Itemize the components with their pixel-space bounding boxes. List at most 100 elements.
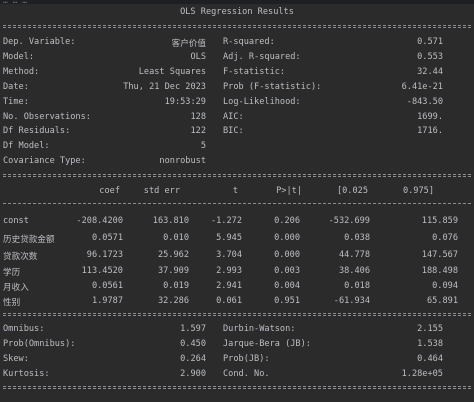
header-label: Dep. Variable:	[3, 37, 76, 47]
coef-variable: 月收入	[3, 283, 29, 293]
coef-value: 96.1723	[86, 250, 123, 260]
coef-value: 2.941	[216, 281, 242, 291]
diag-label: Skew:	[3, 354, 29, 364]
coef-value: -208.4200	[76, 216, 123, 226]
header-row: Dep. Variable: 客户价值 R-squared: 0.571	[0, 37, 474, 51]
diag-label: Omnibus:	[3, 324, 45, 334]
header-row: Date: Thu, 21 Dec 2023 Prob (F-statistic):…	[0, 82, 474, 96]
coef-value: 0.094	[432, 281, 458, 291]
coef-value: 0.061	[216, 296, 242, 306]
header-row: Model: OLS Adj. R-squared: 0.553	[0, 52, 474, 66]
coef-variable: const	[3, 216, 29, 226]
diag-stat-label: Prob(JB):	[223, 354, 270, 364]
coef-row: 学历 113.4520 37.909 2.993 0.003 38.406 188.498	[0, 266, 474, 280]
coef-value: 0.003	[274, 266, 300, 276]
stat-label: R-squared:	[223, 37, 275, 47]
stat-label: Prob (F-statistic):	[223, 82, 322, 92]
diag-stat-value: 1.28e+05	[401, 369, 443, 379]
diag-value: 1.597	[180, 324, 206, 334]
diag-label: Kurtosis:	[3, 369, 50, 379]
coef-variable: 贷款次数	[3, 252, 38, 262]
coef-value: 3.704	[216, 250, 242, 260]
header-row: Time: 19:53:29 Log-Likelihood: -843.50	[0, 97, 474, 111]
header-value: 19:53:29	[164, 97, 206, 107]
coef-value: 163.810	[152, 216, 189, 226]
header-label: Method:	[3, 67, 40, 77]
diag-value: 0.264	[180, 354, 206, 364]
coef-value: 0.004	[274, 281, 300, 291]
top-fragment: … … …	[3, 0, 28, 5]
header-row: Df Residuals: 122 BIC: 1716.	[0, 126, 474, 140]
header-label: Time:	[3, 97, 29, 107]
coef-header-row: coef std err t P>|t| [0.025 0.975]	[0, 186, 474, 200]
header-label: Date:	[3, 82, 29, 92]
diag-stat-value: 0.464	[417, 354, 443, 364]
header-row: Method: Least Squares F-statistic: 32.44	[0, 67, 474, 81]
coef-row: 贷款次数 96.1723 25.962 3.704 0.000 44.778 147.567	[0, 250, 474, 264]
coef-value: 5.945	[216, 233, 242, 243]
separator-double-top	[3, 25, 471, 28]
coef-column-header: [0.025	[336, 186, 368, 196]
stat-label: BIC:	[223, 126, 244, 136]
header-value: OLS	[190, 52, 206, 62]
coef-value: 25.962	[157, 250, 189, 260]
stat-label: Log-Likelihood:	[223, 97, 301, 107]
header-row: Df Model: 5	[0, 141, 474, 155]
header-row: Covariance Type: nonrobust	[0, 156, 474, 170]
coef-value: 0.018	[344, 281, 370, 291]
coef-value: 65.891	[426, 296, 458, 306]
stat-label: Adj. R-squared:	[223, 52, 301, 62]
stat-value: 32.44	[417, 67, 443, 77]
coef-row: const -208.4200 163.810 -1.272 0.206 -532.699…	[0, 216, 474, 230]
coef-value: -61.934	[333, 296, 370, 306]
coef-value: 0.000	[274, 250, 300, 260]
coef-column-header: P>|t|	[276, 186, 302, 196]
coef-value: 115.859	[421, 216, 458, 226]
coef-column-header: coef	[99, 186, 120, 196]
stat-value: 6.41e-21	[401, 82, 443, 92]
diag-label: Prob(Omnibus):	[3, 339, 76, 349]
stat-value: 1699.	[417, 112, 443, 122]
coef-value: 2.993	[216, 266, 242, 276]
coef-value: 0.951	[274, 296, 300, 306]
coef-value: 0.010	[163, 233, 189, 243]
stat-value: 0.553	[417, 52, 443, 62]
diag-stat-label: Durbin-Watson:	[223, 324, 296, 334]
coef-value: 0.076	[432, 233, 458, 243]
separator-double-mid	[3, 174, 471, 177]
header-row: No. Observations: 128 AIC: 1699.	[0, 112, 474, 126]
top-strip	[0, 0, 474, 4]
coef-value: 113.4520	[81, 266, 123, 276]
header-value: 5	[200, 141, 206, 151]
header-label: No. Observations:	[3, 112, 91, 122]
coef-value: 37.909	[157, 266, 189, 276]
coef-variable: 历史贷款金额	[3, 235, 55, 245]
regression-title: OLS Regression Results	[180, 7, 294, 17]
coef-column-header: 0.975]	[402, 186, 434, 196]
header-value: 122	[190, 126, 206, 136]
coef-variable: 学历	[3, 268, 21, 278]
coef-value: 147.567	[421, 250, 458, 260]
coef-value: 44.778	[338, 250, 370, 260]
coef-value: 0.000	[274, 233, 300, 243]
coef-value: 0.038	[344, 233, 370, 243]
diag-stat-label: Jarque-Bera (JB):	[223, 339, 311, 349]
header-value: nonrobust	[159, 156, 206, 166]
coef-value: -532.699	[328, 216, 370, 226]
coef-value: 0.019	[163, 281, 189, 291]
coef-value: 38.406	[338, 266, 370, 276]
diag-value: 0.450	[180, 339, 206, 349]
separator-single	[3, 203, 471, 204]
header-label: Model:	[3, 52, 35, 62]
header-value: 客户价值	[171, 39, 206, 49]
diag-stat-value: 2.155	[417, 324, 443, 334]
coef-value: 0.206	[274, 216, 300, 226]
stat-value: -843.50	[406, 97, 443, 107]
coef-value: 188.498	[421, 266, 458, 276]
separator-double-bottom	[3, 386, 471, 389]
diag-row: Omnibus: 1.597 Durbin-Watson: 2.155	[0, 324, 474, 338]
stat-value: 1716.	[417, 126, 443, 136]
coef-value: 0.0571	[91, 233, 123, 243]
diag-stat-label: Cond. No.	[223, 369, 270, 379]
diag-row: Prob(Omnibus): 0.450 Jarque-Bera (JB): 1.53…	[0, 339, 474, 353]
